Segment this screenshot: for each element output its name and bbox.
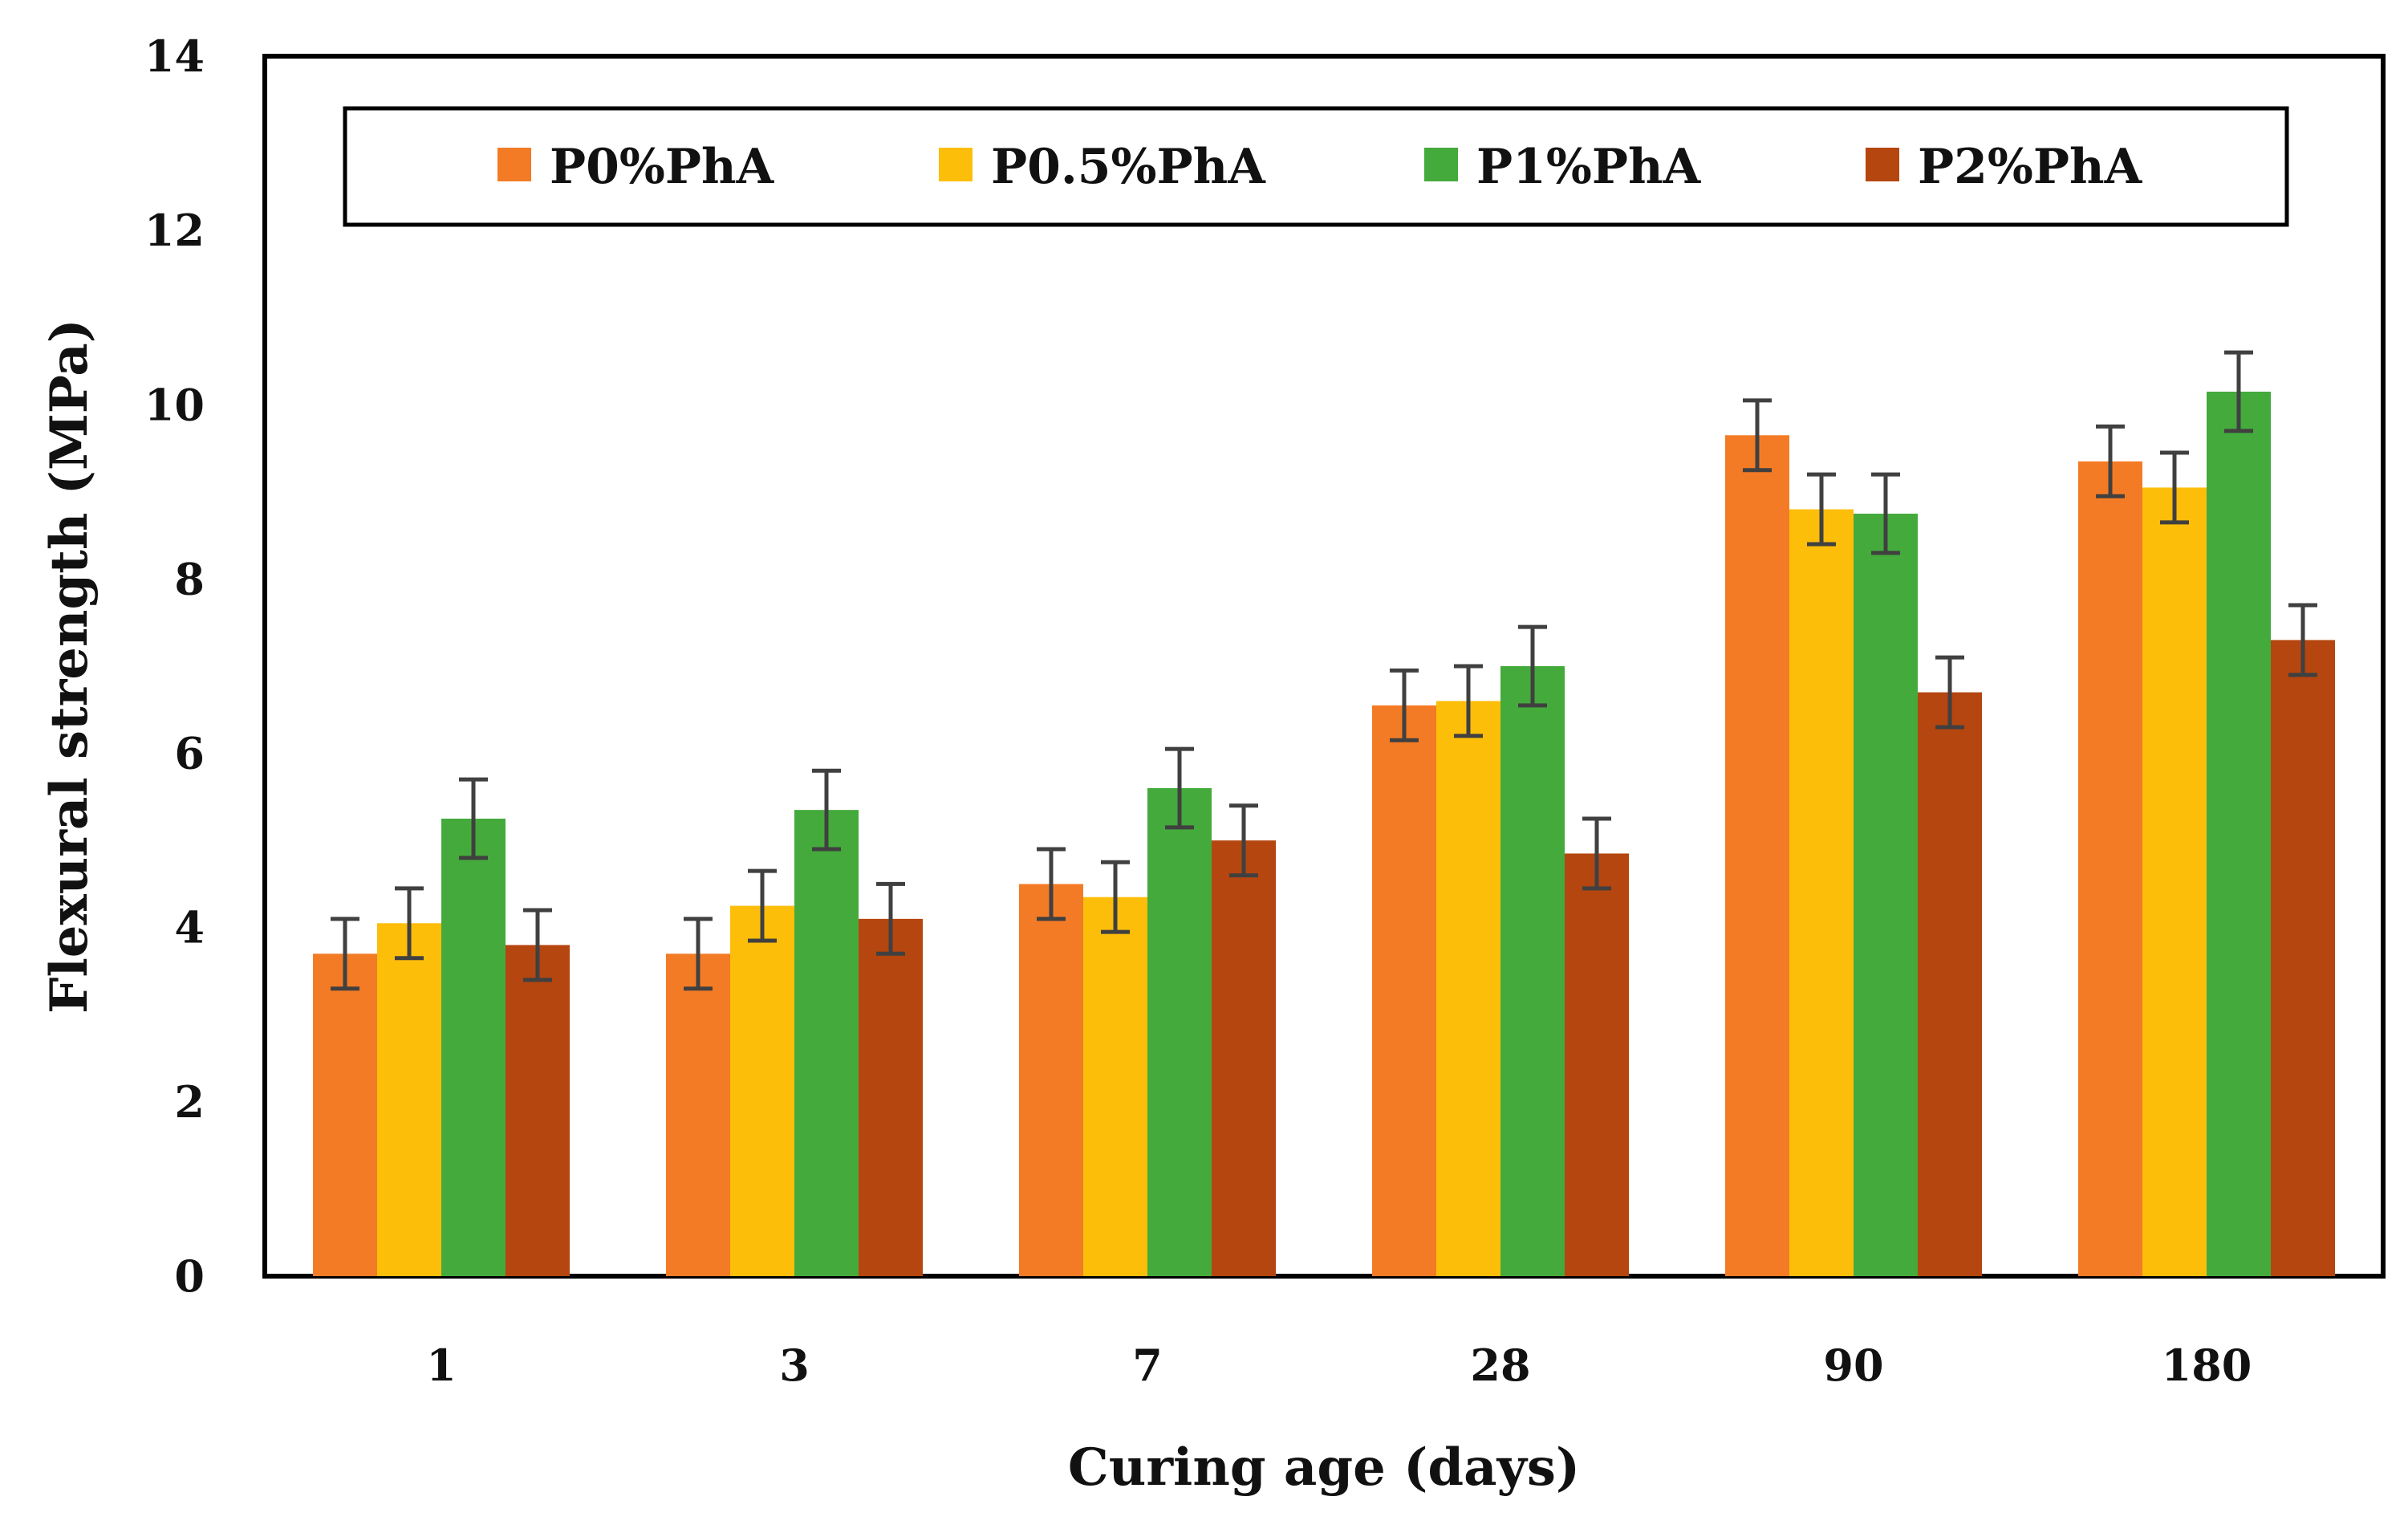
bar-p0-5-pha-day-3 (730, 905, 794, 1276)
bar-p2-pha-day-3 (859, 918, 923, 1276)
x-axis-ticks: 1 3 7 28 90 180 (426, 1340, 2252, 1391)
error-bar-p1-pha-day-3 (812, 768, 841, 852)
error-bar-p2-pha-day-90 (1935, 655, 1964, 730)
error-bar-p0-5-pha-day-3 (748, 868, 777, 943)
error-bar-p0-pha-day-90 (1743, 398, 1772, 473)
bar-p0-5-pha-day-7 (1083, 897, 1147, 1276)
legend-label: P0%PhA (550, 139, 775, 195)
error-bar-p0-5-pha-day-1 (395, 886, 424, 961)
x-tick-label: 180 (2162, 1340, 2252, 1391)
bar-p1-pha-day-7 (1147, 788, 1212, 1276)
y-tick-label: 8 (174, 553, 205, 604)
bar-p2-pha-day-7 (1212, 840, 1276, 1276)
legend-swatch (1424, 148, 1458, 181)
x-tick-label: 28 (1470, 1340, 1530, 1391)
legend-item-p2-pha: P2%PhA (1866, 139, 2143, 195)
error-bar-p2-pha-day-180 (2288, 603, 2317, 677)
bar-p2-pha-day-1 (506, 945, 570, 1276)
bar-p0-5-pha-day-1 (377, 923, 441, 1276)
bar-p2-pha-day-28 (1565, 853, 1629, 1276)
error-bar-p0-5-pha-day-180 (2160, 450, 2189, 525)
bar-p0-pha-day-7 (1019, 884, 1083, 1276)
bar-p2-pha-day-90 (1918, 692, 1982, 1276)
legend-swatch (497, 148, 531, 181)
x-tick-label: 7 (1132, 1340, 1163, 1391)
bar-p0-5-pha-day-180 (2142, 487, 2207, 1276)
error-bar-p1-pha-day-90 (1871, 472, 1900, 555)
bar-p0-5-pha-day-90 (1789, 509, 1854, 1276)
error-bar-p2-pha-day-3 (876, 881, 905, 956)
y-tick-label: 4 (174, 902, 205, 954)
error-bar-p2-pha-day-1 (523, 908, 552, 982)
bar-p0-pha-day-90 (1725, 435, 1789, 1277)
error-bar-p1-pha-day-28 (1518, 624, 1547, 708)
error-bar-p2-pha-day-7 (1229, 803, 1258, 878)
y-tick-label: 0 (174, 1250, 205, 1302)
legend-label: P0.5%PhA (991, 139, 1266, 195)
x-tick-label: 3 (779, 1340, 810, 1391)
error-bar-p0-pha-day-1 (331, 917, 359, 991)
error-bar-p0-pha-day-7 (1037, 847, 1066, 921)
y-tick-label: 6 (174, 728, 205, 779)
bar-p0-pha-day-3 (666, 954, 730, 1276)
y-axis-ticks: 0 2 4 6 8 10 12 14 (144, 30, 205, 1302)
legend: P0%PhA P0.5%PhA P1%PhA P2%PhA (343, 106, 2289, 227)
errorbars-layer (331, 350, 2317, 991)
error-bar-p0-5-pha-day-90 (1807, 472, 1836, 547)
bar-p0-pha-day-28 (1372, 705, 1436, 1276)
error-bar-p0-pha-day-3 (684, 917, 713, 991)
bar-p0-5-pha-day-28 (1436, 701, 1500, 1276)
bar-p1-pha-day-90 (1854, 514, 1918, 1276)
error-bar-p1-pha-day-1 (459, 777, 488, 860)
y-tick-label: 14 (144, 30, 205, 82)
error-bar-p0-5-pha-day-28 (1454, 664, 1483, 738)
bar-p1-pha-day-3 (794, 810, 859, 1276)
error-bar-p0-5-pha-day-7 (1101, 860, 1130, 934)
legend-swatch (1866, 148, 1899, 181)
error-bar-p2-pha-day-28 (1582, 816, 1611, 891)
bar-p0-pha-day-1 (313, 954, 377, 1276)
y-tick-label: 12 (144, 205, 205, 256)
legend-box (343, 106, 2289, 227)
bar-p1-pha-day-180 (2207, 392, 2271, 1276)
bars-layer (313, 392, 2335, 1277)
legend-item-p0-5-pha: P0.5%PhA (939, 139, 1266, 195)
legend-label: P2%PhA (1918, 139, 2143, 195)
legend-label: P1%PhA (1476, 139, 1702, 195)
error-bar-p1-pha-day-7 (1165, 746, 1194, 830)
legend-swatch (939, 148, 973, 181)
bar-p0-pha-day-180 (2078, 461, 2142, 1276)
x-tick-label: 90 (1823, 1340, 1883, 1391)
legend-item-p0-pha: P0%PhA (497, 139, 775, 195)
y-tick-label: 10 (144, 379, 205, 430)
bar-p1-pha-day-1 (441, 819, 506, 1276)
y-tick-label: 2 (174, 1076, 205, 1128)
bar-p1-pha-day-28 (1500, 666, 1565, 1276)
error-bar-p0-pha-day-180 (2096, 424, 2125, 498)
error-bar-p1-pha-day-180 (2224, 350, 2253, 433)
bar-p2-pha-day-180 (2271, 640, 2335, 1276)
plot-area-frame (262, 54, 2386, 1279)
legend-item-p1-pha: P1%PhA (1424, 139, 1702, 195)
x-tick-label: 1 (426, 1340, 457, 1391)
error-bar-p0-pha-day-28 (1390, 668, 1419, 742)
x-axis-title: Curing age (days) (1068, 1437, 1580, 1498)
y-axis-title: Flexural strength (MPa) (39, 319, 99, 1014)
